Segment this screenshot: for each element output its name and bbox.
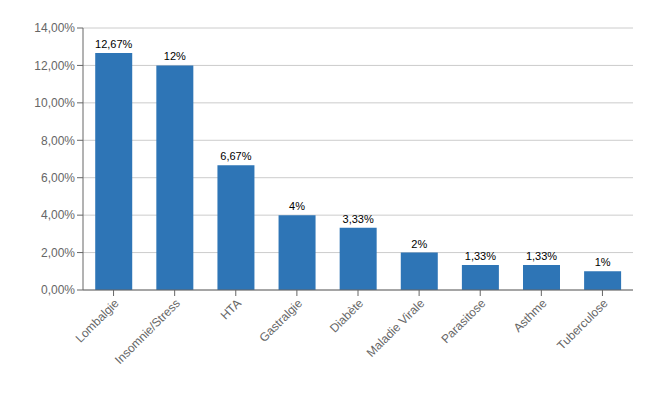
svg-text:2,00%: 2,00%: [41, 246, 75, 260]
svg-text:1,33%: 1,33%: [465, 250, 496, 262]
svg-text:6,00%: 6,00%: [41, 171, 75, 185]
svg-text:12,00%: 12,00%: [34, 59, 75, 73]
svg-text:4%: 4%: [289, 200, 305, 212]
svg-text:Lombalgie: Lombalgie: [73, 296, 122, 345]
svg-text:HTA: HTA: [218, 296, 244, 322]
svg-text:Gastralgie: Gastralgie: [256, 296, 305, 345]
svg-text:Insomnie/Stress: Insomnie/Stress: [112, 296, 183, 367]
svg-text:10,00%: 10,00%: [34, 96, 75, 110]
svg-text:14,00%: 14,00%: [34, 21, 75, 35]
svg-text:Parasitose: Parasitose: [438, 296, 488, 346]
svg-text:1,33%: 1,33%: [526, 250, 557, 262]
svg-text:8,00%: 8,00%: [41, 134, 75, 148]
svg-text:4,00%: 4,00%: [41, 208, 75, 222]
svg-text:0,00%: 0,00%: [41, 283, 75, 297]
svg-text:Asthme: Asthme: [511, 296, 550, 335]
svg-text:2%: 2%: [411, 238, 427, 250]
svg-text:Diabète: Diabète: [327, 296, 366, 335]
svg-text:1%: 1%: [595, 256, 611, 268]
svg-text:12,67%: 12,67%: [95, 38, 133, 50]
svg-text:3,33%: 3,33%: [343, 213, 374, 225]
svg-text:Tuberculose: Tuberculose: [554, 296, 611, 353]
svg-text:Maladie Virale: Maladie Virale: [364, 296, 428, 360]
svg-text:12%: 12%: [164, 50, 186, 62]
svg-text:6,67%: 6,67%: [220, 150, 251, 162]
